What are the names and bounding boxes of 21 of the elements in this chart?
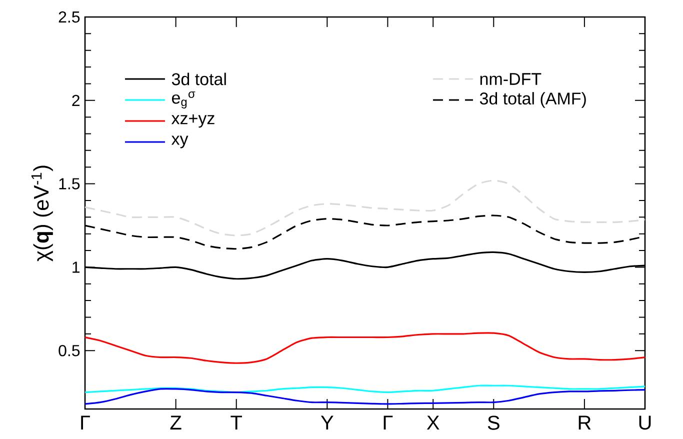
legend-label: xy xyxy=(171,136,188,148)
y-tick-label: 1 xyxy=(72,262,80,273)
legend-label: 3d total xyxy=(172,72,226,86)
x-tick-label: Y xyxy=(320,416,334,430)
x-tick-label: R xyxy=(578,416,591,430)
x-tick-label: Γ xyxy=(384,416,393,430)
x-tick-label: X xyxy=(426,416,440,430)
legend-label: 3d total (AMF) xyxy=(480,92,586,108)
y-tick-label: 0.5 xyxy=(58,344,80,356)
y-tick-label: 1.5 xyxy=(59,178,80,190)
legend-label: xz+yz xyxy=(171,114,214,128)
x-tick-label: S xyxy=(488,416,500,430)
y-axis-title: χ(q) (eV$^{-1}$) xyxy=(31,166,53,262)
x-tick-label: T xyxy=(230,416,242,430)
x-tick-label: Z xyxy=(170,416,182,430)
x-tick-label: U xyxy=(639,416,651,430)
y-tick-label: 2.5 xyxy=(58,11,80,23)
legend-label: e$_{g}$σ xyxy=(172,92,196,108)
legend-label: nm-DFT xyxy=(480,73,542,85)
x-tick-label: Γ xyxy=(81,416,90,430)
y-tick-label: 2 xyxy=(72,94,80,106)
